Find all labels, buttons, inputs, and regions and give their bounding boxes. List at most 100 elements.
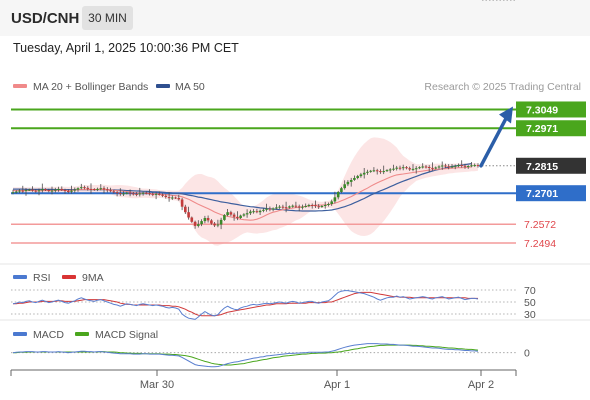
candle-body — [278, 206, 281, 208]
candle-body — [372, 170, 376, 172]
candle-body — [379, 171, 382, 173]
macd-legend-swatch — [13, 332, 27, 336]
candle-body — [67, 191, 70, 192]
candle-body — [44, 189, 47, 191]
candle-body — [245, 213, 249, 215]
candle-body — [24, 190, 28, 192]
candle-body — [31, 189, 34, 191]
candle-body — [310, 205, 314, 206]
candle-body — [382, 171, 385, 173]
projection — [479, 106, 513, 168]
candles — [11, 160, 480, 230]
candle-body — [457, 165, 460, 167]
candle-body — [93, 189, 96, 191]
candle-body — [408, 168, 411, 170]
candle-body — [135, 193, 138, 195]
candle-body — [80, 187, 83, 189]
rsi-legend: RSI 9MA — [13, 272, 104, 284]
candle-body — [466, 166, 470, 167]
candle-body — [34, 190, 38, 192]
level-labels: 7.3049 7.2971 7.2815 7.2701 7.2572 7.2494 — [516, 101, 586, 250]
candle-body — [447, 166, 450, 168]
ma20-legend-label: MA 20 + Bollinger Bands — [33, 81, 148, 93]
main-legend: MA 20 + Bollinger Bands MA 50 Research ©… — [13, 81, 581, 93]
candle-body — [213, 223, 216, 226]
candle-body — [362, 172, 366, 175]
candle-body — [414, 168, 418, 170]
candle-body — [255, 211, 259, 213]
rsi-legend-label: RSI — [33, 272, 51, 284]
candle-body — [203, 218, 207, 222]
support-label-4: 7.2572 — [524, 219, 556, 231]
candle-body — [249, 211, 252, 214]
candle-body — [206, 218, 210, 221]
candle-body — [119, 193, 122, 194]
chart-credit: Research © 2025 Trading Central — [424, 81, 581, 93]
candle-body — [236, 216, 239, 218]
candle-body — [28, 189, 31, 191]
interval-button[interactable]: 30 MIN — [82, 6, 133, 30]
candle-body — [125, 192, 129, 194]
candle-body — [151, 193, 155, 195]
candle-body — [73, 189, 77, 191]
candle-body — [307, 205, 311, 206]
macd-signal-legend-swatch — [75, 332, 89, 336]
candle-body — [473, 165, 476, 167]
candle-body — [463, 165, 467, 167]
candle-body — [356, 176, 359, 178]
candle-body — [421, 166, 424, 168]
ma20-legend-swatch — [13, 84, 27, 88]
candle-body — [427, 167, 431, 168]
candle-body — [187, 212, 190, 218]
resistance-label-box-1 — [516, 120, 586, 137]
candle-body — [54, 189, 57, 191]
candle-body — [252, 211, 255, 213]
candle-body — [239, 215, 242, 218]
candle-body — [15, 191, 18, 193]
candle-body — [200, 221, 203, 225]
candle-body — [265, 208, 268, 210]
candle-body — [434, 167, 437, 169]
candle-body — [330, 201, 333, 204]
candle-body — [184, 206, 187, 213]
macd-line — [12, 343, 479, 368]
x-tick-label-apr2: Apr 2 — [468, 379, 494, 391]
candle-body — [47, 190, 51, 192]
last-price-label: 7.2815 — [526, 161, 558, 173]
candle-body — [314, 205, 317, 207]
candle-body — [232, 214, 236, 217]
candle-body — [148, 193, 151, 195]
candle-body — [164, 195, 168, 197]
candle-body — [96, 188, 99, 190]
candle-body — [154, 193, 158, 195]
candle-body — [63, 190, 67, 192]
candle-body — [453, 165, 457, 167]
candle-body — [369, 170, 372, 172]
macd-panel: 0 — [11, 343, 530, 368]
candle-body — [440, 165, 444, 167]
candle-body — [262, 209, 265, 211]
candle-body — [102, 188, 106, 190]
candle-body — [281, 206, 285, 208]
candle-body — [424, 166, 428, 168]
candle-body — [294, 205, 298, 207]
candle-body — [226, 212, 229, 216]
candle-body — [145, 192, 148, 194]
x-tick-label-mar30: Mar 30 — [140, 379, 174, 391]
candle-body — [349, 180, 353, 182]
x-tick-label-apr1: Apr 1 — [324, 379, 350, 391]
candle-body — [193, 221, 197, 226]
last-price-label-box — [516, 157, 586, 174]
resistance-label-box-0 — [516, 101, 586, 118]
candle-body — [83, 187, 86, 189]
candle-body — [333, 197, 337, 202]
rsi-ma-line — [13, 291, 478, 317]
candle-body — [180, 199, 184, 207]
candle-body — [115, 192, 119, 194]
candle-body — [242, 214, 246, 216]
candle-body — [158, 193, 161, 195]
candle-body — [353, 178, 356, 180]
chart-header: USD/CNH 30 MIN — [0, 0, 590, 36]
candle-body — [219, 219, 223, 225]
